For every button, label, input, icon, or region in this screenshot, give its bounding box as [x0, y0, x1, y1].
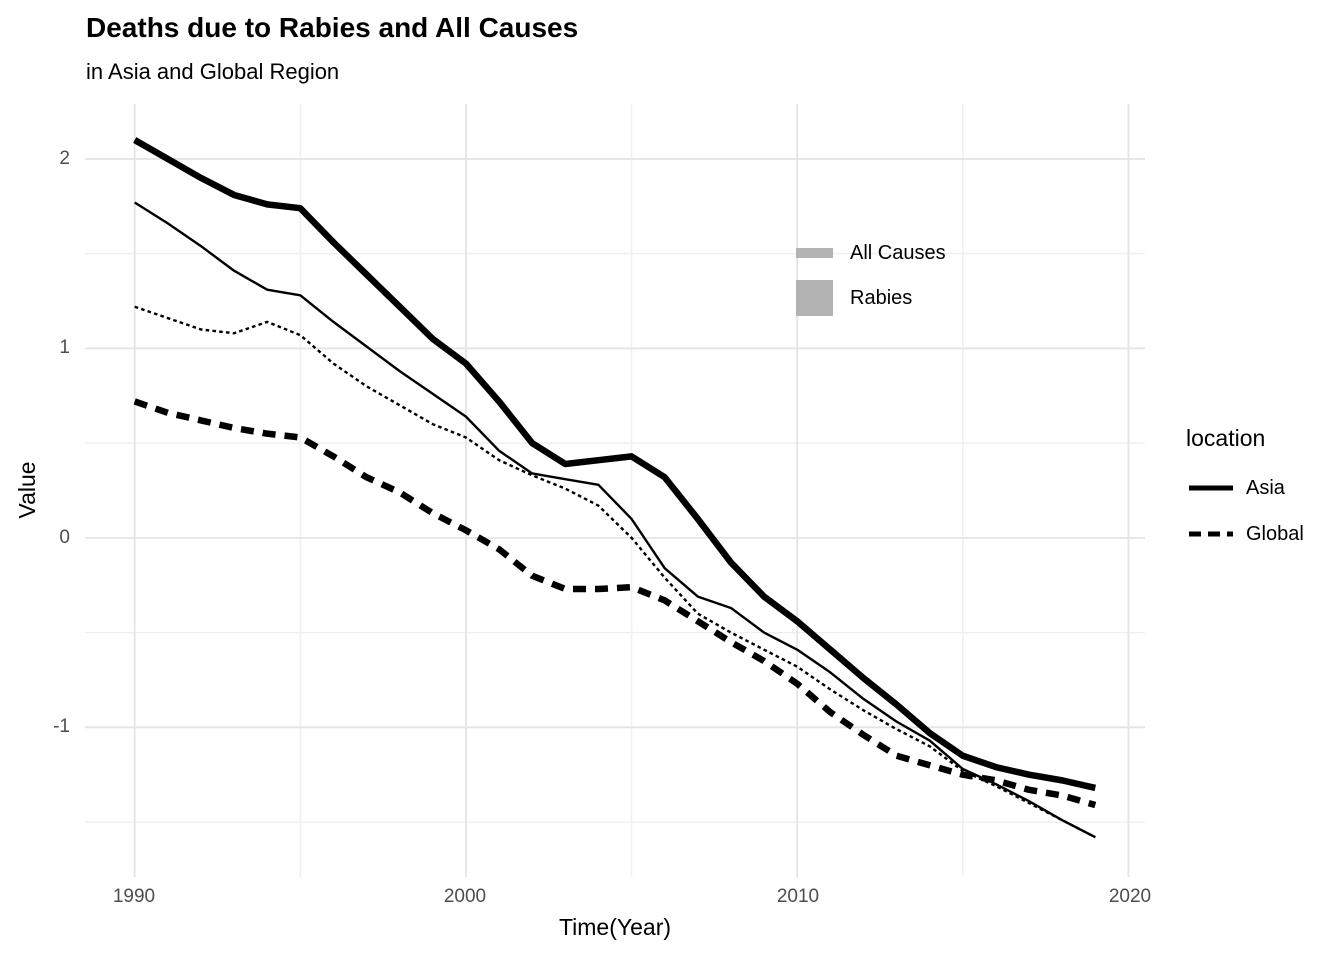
y-tick-label: 1 — [59, 337, 70, 358]
legend-key-asia-line — [1189, 485, 1233, 491]
series-line-asia-all-causes — [134, 201, 1096, 839]
series-line-global-rabies — [133, 398, 1097, 809]
x-tick-label: 1990 — [112, 886, 156, 907]
chart-title: Deaths due to Rabies and All Causes — [86, 12, 579, 43]
legend-label-rabies: Rabies — [850, 287, 913, 309]
x-tick-label: 2000 — [443, 886, 487, 907]
legend-key-global-line — [1189, 531, 1233, 537]
legend-label-global: Global — [1246, 523, 1304, 545]
y-tick-label: 0 — [59, 527, 70, 548]
legend-label-all-causes: All Causes — [850, 242, 946, 264]
series-line-global-all-causes — [134, 305, 1096, 839]
x-tick-label: 2020 — [1108, 886, 1152, 907]
x-tick-label: 2010 — [776, 886, 820, 907]
x-axis-title: Time(Year) — [558, 914, 672, 940]
series-line-asia-rabies — [133, 137, 1097, 792]
y-tick-label: 2 — [59, 148, 70, 169]
y-tick-label: -1 — [53, 716, 70, 737]
legend-label-asia: Asia — [1246, 477, 1285, 499]
location-legend-title: location — [1186, 425, 1266, 451]
legend-swatch-rabies — [796, 280, 833, 316]
chart-subtitle: in Asia and Global Region — [86, 59, 340, 84]
legend-swatch-all-causes — [796, 248, 833, 258]
y-axis-title: Value — [14, 461, 40, 519]
